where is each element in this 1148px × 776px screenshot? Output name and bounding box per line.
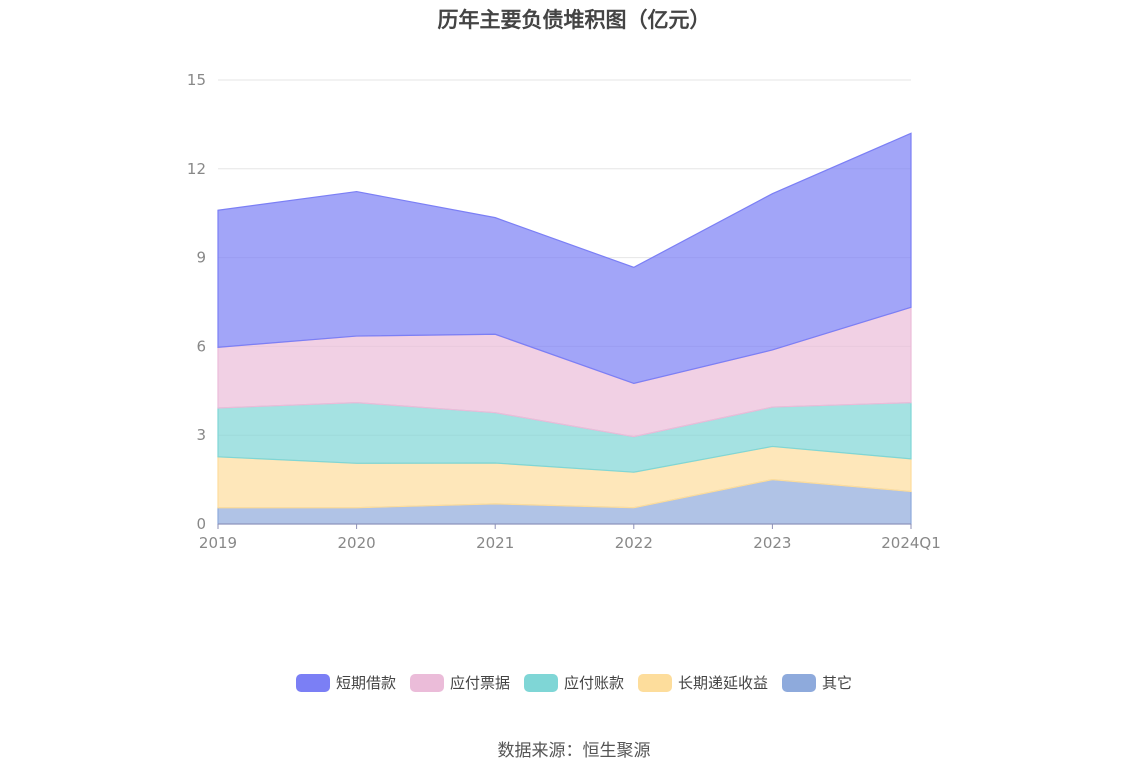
legend-label: 其它 (822, 674, 853, 692)
legend-item[interactable]: 长期递延收益 (638, 672, 768, 693)
x-tick-labels: 2019 2020 2021 2022 2023 2024Q1 (199, 534, 941, 552)
stacked-area-chart: 0 3 6 9 12 15 2019 2020 2021 2022 2023 2024Q1 (187, 71, 941, 552)
x-tick-label: 2022 (615, 534, 653, 552)
x-tick-label: 2021 (476, 534, 514, 552)
y-tick-label: 15 (187, 71, 206, 89)
y-tick-label: 6 (196, 337, 206, 355)
legend-label: 应付账款 (563, 674, 624, 692)
y-tick-label: 3 (196, 426, 206, 444)
chart-title: 历年主要负债堆积图（亿元） (437, 8, 711, 32)
x-axis (217, 523, 912, 529)
legend-item[interactable]: 应付票据 (409, 672, 510, 693)
source-label: 数据来源：恒生聚源 (497, 741, 651, 761)
x-tick-label: 2019 (199, 534, 237, 552)
area-series (217, 132, 912, 525)
y-tick-label: 12 (187, 160, 206, 178)
legend-swatch (409, 673, 444, 692)
legend-swatch (295, 673, 330, 692)
x-tick-label: 2020 (338, 534, 376, 552)
legend-label: 长期递延收益 (678, 674, 769, 692)
legend-item[interactable]: 应付账款 (523, 672, 624, 693)
area-短期借款 (217, 132, 912, 385)
legend-label: 短期借款 (335, 674, 396, 692)
x-tick-label: 2023 (753, 534, 791, 552)
y-tick-labels: 0 3 6 9 12 15 (187, 71, 206, 533)
legend-label: 应付票据 (449, 674, 510, 692)
legend-swatch (523, 673, 558, 692)
legend-swatch (638, 673, 672, 692)
legend-item[interactable]: 其它 (782, 672, 852, 693)
y-tick-label: 9 (196, 249, 206, 267)
legend-item[interactable]: 短期借款 (295, 672, 396, 693)
x-tick-label: 2024Q1 (881, 534, 941, 552)
y-tick-label: 0 (196, 515, 206, 533)
legend-swatch (782, 673, 817, 692)
legend: 短期借款 应付票据 应付账款 长期递延收益 其它 (0, 672, 1148, 693)
